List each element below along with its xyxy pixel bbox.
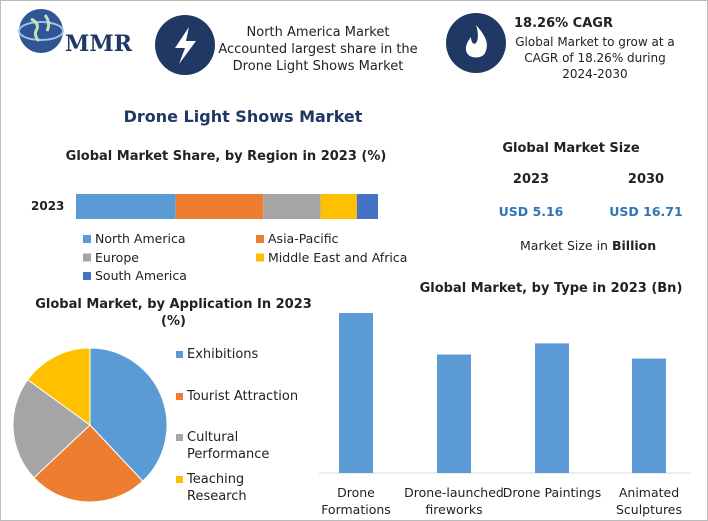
size-value: USD 16.71: [609, 204, 683, 219]
bar-segment: [320, 194, 357, 219]
bar-segment: [76, 194, 176, 219]
bar: [437, 354, 471, 473]
highlight-text: North America Market Accounted largest s…: [218, 25, 418, 74]
legend-swatch: [256, 253, 264, 262]
chart-title: Global Market Share, by Region in 2023 (…: [65, 149, 387, 164]
pie-slice: [27, 347, 91, 426]
main-title: Drone Light Shows Market: [123, 107, 363, 126]
bar: [535, 343, 569, 473]
legend-swatch: [83, 272, 91, 280]
legend-label: North America: [95, 231, 186, 246]
size-note-text: Market Size in: [520, 238, 608, 253]
size-year: 2023: [512, 172, 550, 187]
size-title: Global Market Size: [502, 141, 640, 156]
bar-segment: [263, 194, 321, 219]
size-value: USD 5.16: [498, 204, 564, 219]
highlight-title: 18.26% CAGR: [514, 16, 613, 31]
pie-slice: [33, 424, 144, 503]
bar-segment: [175, 194, 264, 219]
legend-swatch: [83, 253, 91, 262]
size-year: 2030: [627, 172, 665, 187]
chart-title: Global Market, by Application In 2023 (%…: [35, 297, 312, 329]
bar: [339, 313, 373, 473]
pie-slice: [89, 347, 168, 482]
x-tick-label: Animated Sculptures: [615, 485, 683, 517]
logo-land: [30, 14, 51, 43]
pie-slice: [12, 379, 91, 479]
x-tick-label: Drone Formations: [321, 485, 391, 517]
legend-label: Tourist Attraction: [187, 389, 299, 404]
icon-lightning: [175, 27, 196, 64]
y-tick-label: 2023: [31, 199, 65, 213]
legend-swatch: [176, 476, 183, 483]
legend-swatch: [176, 351, 183, 358]
legend-swatch: [176, 434, 183, 441]
size-unit: Billion: [611, 238, 657, 253]
legend-label: Exhibitions: [187, 347, 259, 362]
bar: [632, 358, 666, 473]
logo-text: MMR: [65, 31, 132, 57]
logo-globe: [19, 9, 63, 53]
x-tick-label: Drone Paintings: [502, 485, 602, 500]
legend-swatch: [256, 235, 264, 243]
legend-label: Middle East and Africa: [268, 249, 408, 265]
chart-title: Global Market, by Type in 2023 (Bn): [419, 281, 683, 296]
x-tick-label: Drone-launched fireworks: [404, 485, 504, 517]
legend-label: Teaching Research: [187, 472, 247, 504]
legend-swatch: [176, 393, 183, 400]
highlight-text: Global Market to grow at a CAGR of 18.26…: [515, 35, 675, 81]
logo-orbit: [18, 21, 64, 41]
legend-label: South America: [95, 268, 187, 283]
size-note: Market Size in Billion: [520, 237, 656, 254]
legend-label: Europe: [95, 249, 139, 265]
legend-label: Cultural Performance: [187, 430, 270, 462]
legend-swatch: [83, 235, 91, 243]
bar-segment: [356, 194, 378, 219]
legend-label: Asia-Pacific: [268, 231, 339, 246]
icon-flame: [465, 25, 487, 58]
